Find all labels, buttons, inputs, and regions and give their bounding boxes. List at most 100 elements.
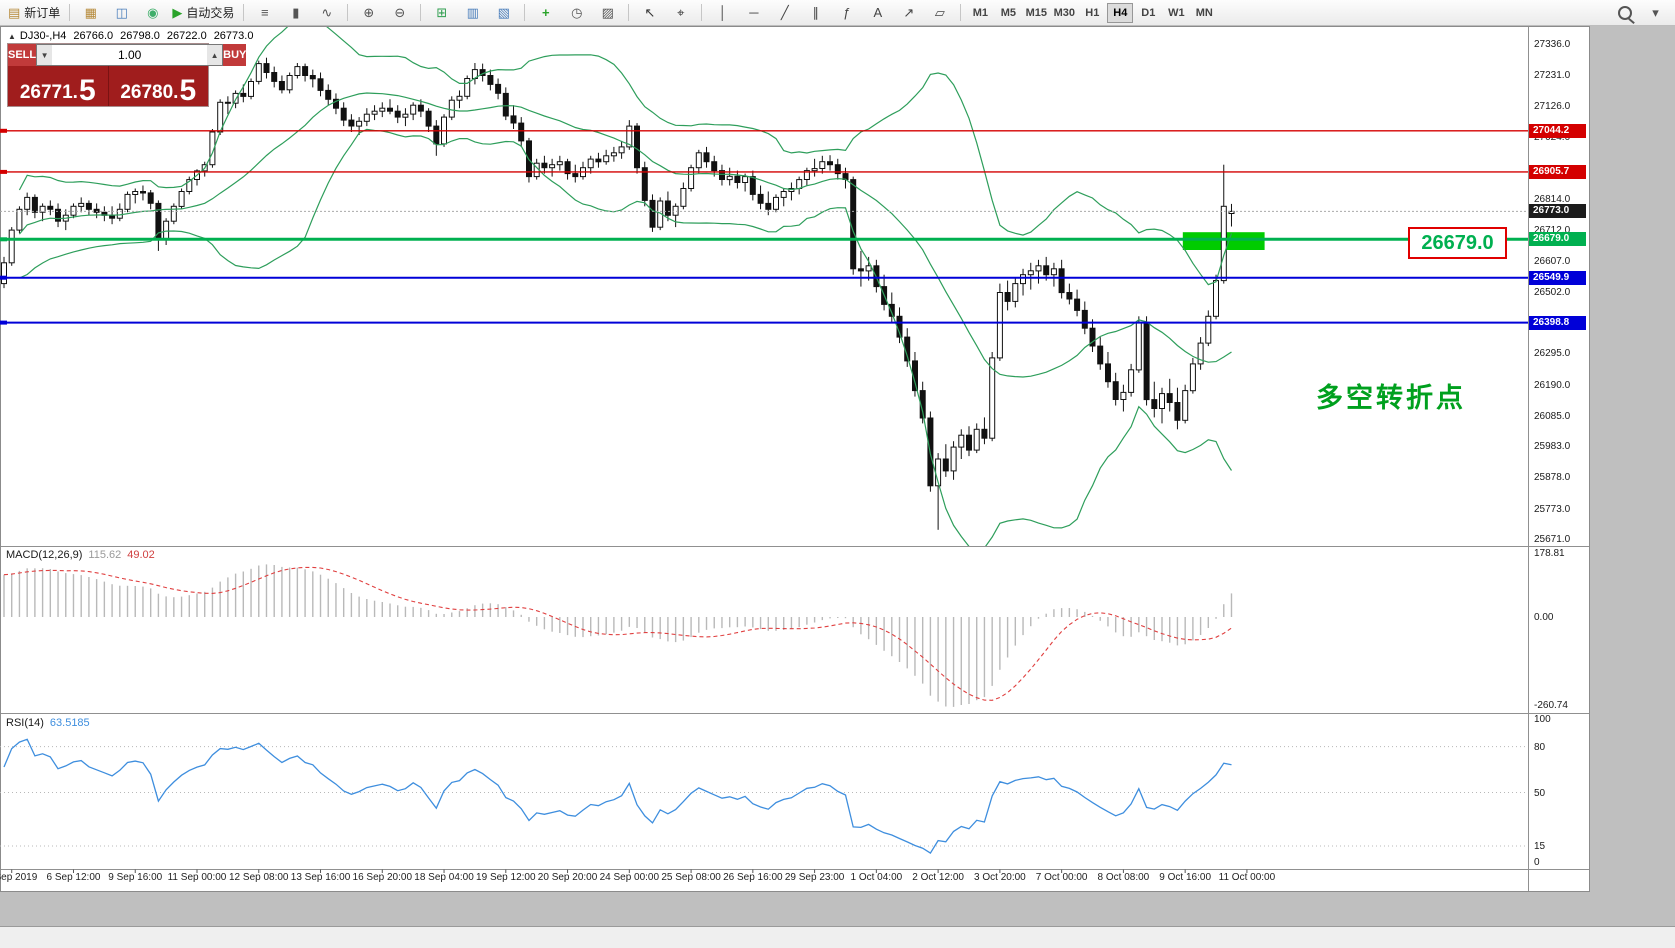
sell-button[interactable]: SELL xyxy=(8,44,37,66)
toolbar-menu-icon: ▾ xyxy=(1652,5,1659,20)
channel-button[interactable]: ∥ xyxy=(801,2,830,23)
timeframe-m30-button[interactable]: M30 xyxy=(1053,6,1076,19)
price-axis-label: 25773.0 xyxy=(1534,503,1571,515)
trendline-button[interactable]: ╱ xyxy=(770,2,799,23)
price-axis-label: 26712.0 xyxy=(1534,224,1571,236)
toolbar-separator xyxy=(524,4,526,21)
text-button[interactable]: A xyxy=(863,2,892,23)
line-chart-button[interactable]: ∿ xyxy=(312,2,341,23)
rsi-axis-label: 50 xyxy=(1534,787,1546,799)
time-axis-label: 20 Sep 20:00 xyxy=(537,872,598,883)
zoom-out-icon: ⊖ xyxy=(394,5,406,20)
timeframe-m15-button[interactable]: M15 xyxy=(1025,6,1048,19)
new-order-button[interactable]: ▤ 新订单 xyxy=(5,2,63,23)
sell-price-main: 26771. xyxy=(19,82,78,103)
chart-window xyxy=(0,26,1590,892)
rsi-value: 63.5185 xyxy=(49,717,90,729)
turning-point-annotation[interactable]: 多空转折点 xyxy=(1316,383,1466,413)
timeframe-mn-button[interactable]: MN xyxy=(1195,6,1213,19)
close-value: 26773.0 xyxy=(213,30,254,42)
cursor-button[interactable]: ↖ xyxy=(635,2,664,23)
toolbar-menu-button[interactable]: ▾ xyxy=(1641,2,1670,23)
price-axis-label: 26814.0 xyxy=(1534,194,1571,206)
low-value: 26722.0 xyxy=(166,30,207,42)
timeframe-h1-button[interactable]: H1 xyxy=(1085,6,1100,19)
timeframe-h4-button[interactable]: H4 xyxy=(1107,2,1134,23)
volume-control: ▼ ▲ xyxy=(36,44,224,66)
hline-marker xyxy=(0,320,7,325)
rsi-axis-label: 0 xyxy=(1534,857,1540,868)
candlestick-icon: ▮ xyxy=(292,5,300,20)
hline-marker xyxy=(0,128,7,133)
toolbar-separator xyxy=(701,4,703,21)
timeframe-m5-button[interactable]: M5 xyxy=(1000,6,1016,19)
buy-price[interactable]: 26780. 5 xyxy=(109,66,209,106)
price-badge-26398.8: 26398.8 xyxy=(1529,315,1586,330)
timeframe-m1-button[interactable]: M1 xyxy=(972,6,988,19)
periods-button[interactable]: ◷ xyxy=(562,2,591,23)
price-badge-26905.7: 26905.7 xyxy=(1529,164,1586,179)
macd-axis-label: 178.81 xyxy=(1534,548,1565,559)
periods-icon: ◷ xyxy=(571,5,583,20)
fibonacci-icon: ƒ xyxy=(843,5,851,20)
ohlc-bars-icon: ≡ xyxy=(261,5,269,20)
shapes-icon: ▱ xyxy=(934,5,945,20)
open-value: 26766.0 xyxy=(73,30,114,42)
vertical-line-button[interactable]: │ xyxy=(708,2,737,23)
templates-button[interactable]: ▨ xyxy=(593,2,622,23)
time-axis-label: 16 Sep 20:00 xyxy=(352,872,413,883)
volume-input[interactable] xyxy=(52,45,208,65)
ohlc-bars-button[interactable]: ≡ xyxy=(250,2,279,23)
rsi-indicator-label: RSI(14) 63.5185 xyxy=(6,717,90,729)
indicators-button[interactable]: + xyxy=(531,2,560,23)
autotrading-label: 自动交易 xyxy=(186,6,235,20)
time-axis-label: 29 Sep 23:00 xyxy=(784,872,845,883)
timeframe-w1-button[interactable]: W1 xyxy=(1168,6,1185,19)
shapes-button[interactable]: ▱ xyxy=(925,2,954,23)
one-click-trading-panel: SELL ▼ ▲ BUY 26771.5 26780.5 xyxy=(8,44,247,106)
macd-histogram xyxy=(3,564,1233,707)
arrange-charts-icon: ▧ xyxy=(497,5,510,20)
zoom-in-button[interactable]: ⊕ xyxy=(354,2,383,23)
macd-axis-label: -260.74 xyxy=(1534,700,1568,711)
price-callout-label[interactable]: 26679.0 xyxy=(1408,227,1507,259)
zoom-in-icon: ⊕ xyxy=(363,5,375,20)
market-watch-button[interactable]: ◉ xyxy=(138,2,167,23)
search-button[interactable] xyxy=(1610,2,1639,23)
price-axis-label: 26295.0 xyxy=(1534,348,1571,360)
arrange-charts-button[interactable]: ▧ xyxy=(489,2,518,23)
new-chart-button[interactable]: ▦ xyxy=(76,2,105,23)
arrows-button[interactable]: ↗ xyxy=(894,2,923,23)
time-axis-label: 24 Sep 00:00 xyxy=(599,872,660,883)
toolbar-separator xyxy=(960,4,962,21)
buy-price-main: 26780. xyxy=(120,82,179,103)
price-axis-label: 25983.0 xyxy=(1534,441,1571,453)
volume-decrease-button[interactable]: ▼ xyxy=(37,45,53,65)
price-axis-label: 26190.0 xyxy=(1534,379,1571,391)
candlestick-button[interactable]: ▮ xyxy=(281,2,310,23)
horizontal-line-button[interactable]: ─ xyxy=(739,2,768,23)
panel-collapse-icon[interactable]: ▲ xyxy=(8,32,16,41)
timeframe-d1-button[interactable]: D1 xyxy=(1141,6,1156,19)
indicator-window-button[interactable]: ▥ xyxy=(458,2,487,23)
time-axis-label: 9 Sep 16:00 xyxy=(108,872,163,883)
fibonacci-button[interactable]: ƒ xyxy=(832,2,861,23)
price-axis-label: 25671.0 xyxy=(1534,534,1571,545)
new-order-label: 新订单 xyxy=(24,6,61,20)
zoom-out-button[interactable]: ⊖ xyxy=(385,2,414,23)
profiles-button[interactable]: ◫ xyxy=(107,2,136,23)
crosshair-button[interactable]: ⌖ xyxy=(666,2,695,23)
volume-increase-button[interactable]: ▲ xyxy=(207,45,223,65)
toolbar-separator xyxy=(243,4,245,21)
autotrading-icon: ▶ xyxy=(172,5,183,20)
crosshair-icon: ⌖ xyxy=(677,5,685,20)
text-icon: A xyxy=(873,5,883,20)
candles-layer xyxy=(1,57,1235,530)
tile-windows-button[interactable]: ⊞ xyxy=(427,2,456,23)
tile-windows-icon: ⊞ xyxy=(436,5,448,20)
trendline-icon: ╱ xyxy=(780,5,789,20)
autotrading-button[interactable]: ▶ 自动交易 xyxy=(169,2,237,23)
buy-button[interactable]: BUY xyxy=(223,44,247,66)
sell-price[interactable]: 26771. 5 xyxy=(8,66,109,106)
